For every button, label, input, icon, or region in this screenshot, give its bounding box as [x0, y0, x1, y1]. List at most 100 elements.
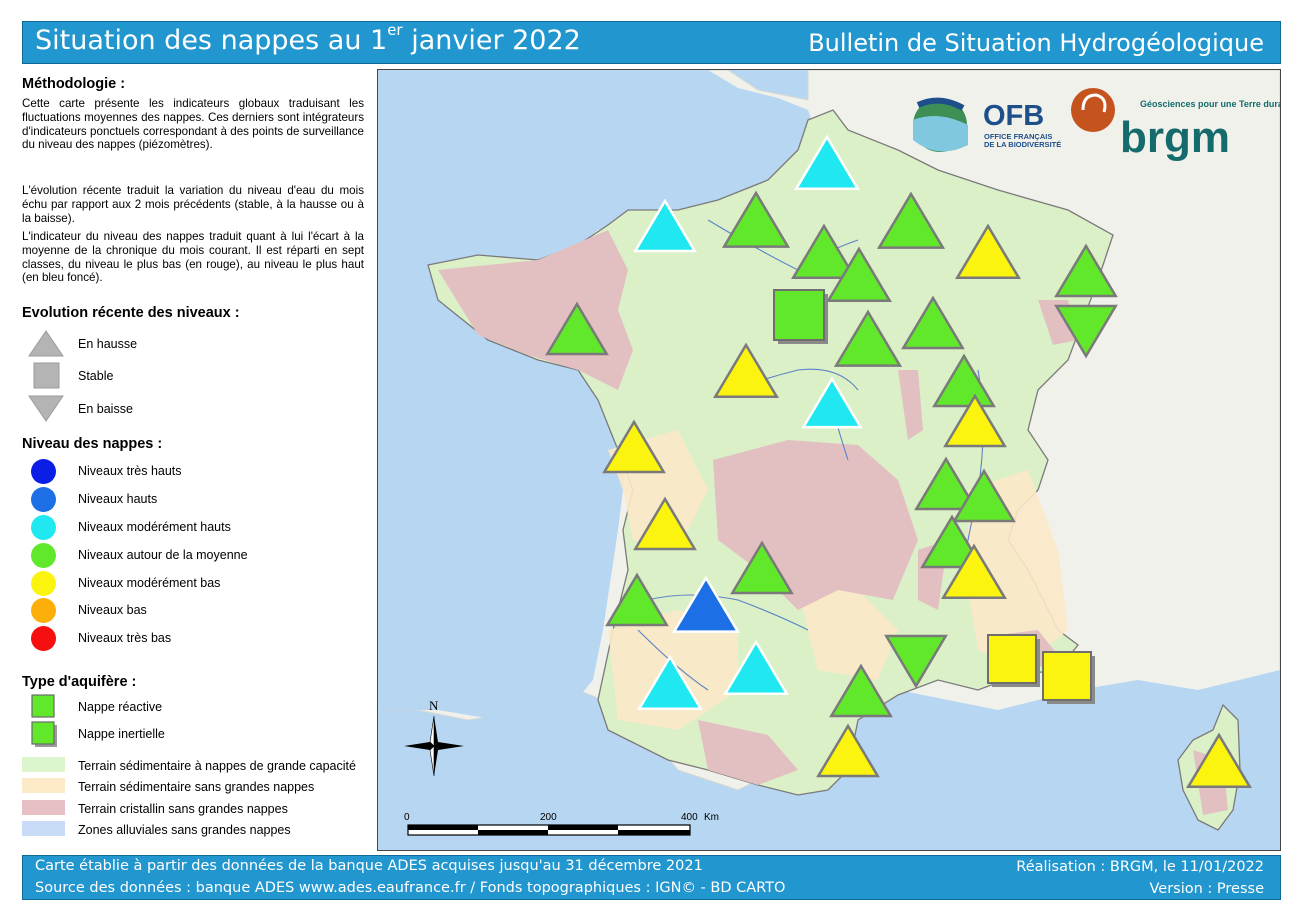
footer-banner: Carte établie à partir des données de la…	[22, 855, 1281, 900]
station-marker-up	[952, 468, 1016, 523]
legend-item-baisse: En baisse	[22, 395, 367, 423]
level-dot-icon	[31, 598, 56, 623]
indicator-markers	[545, 134, 1252, 789]
svg-text:200: 200	[540, 812, 557, 823]
methodology-paragraph-3: L'indicateur du niveau des nappes tradui…	[22, 230, 364, 285]
station-marker-up	[829, 663, 893, 718]
map-panel: OFB OFFICE FRANÇAIS DE LA BIODIVERSITÉ G…	[377, 69, 1281, 851]
station-marker-down	[1054, 304, 1118, 359]
svg-text:OFB: OFB	[983, 100, 1044, 132]
station-marker-up	[1054, 243, 1118, 298]
station-marker-up	[920, 514, 984, 569]
station-marker-up	[801, 376, 863, 429]
station-marker-down	[884, 634, 948, 689]
page-title: Situation des nappes au 1er janvier 2022	[35, 21, 581, 56]
station-marker-up	[671, 575, 741, 633]
legend-item-inertielle: Nappe inertielle	[22, 720, 367, 748]
legend-terrain-sedimentaire-sans: Terrain sédimentaire sans grandes nappes	[22, 773, 367, 801]
legend-terrain-sedimentaire-grande: Terrain sédimentaire à nappes de grande …	[22, 752, 367, 780]
terrain-swatch	[22, 778, 65, 793]
footer-version: Version : Presse	[1149, 881, 1264, 897]
header-banner: Situation des nappes au 1er janvier 2022…	[22, 21, 1281, 64]
legend-item-bas: Niveaux bas	[22, 596, 367, 624]
triangle-down-icon	[28, 395, 64, 422]
footer-realisation: Réalisation : BRGM, le 11/01/2022	[1016, 859, 1264, 875]
station-marker-up	[633, 496, 697, 551]
svg-text:OFFICE FRANÇAIS: OFFICE FRANÇAIS	[984, 132, 1052, 141]
aquifer-title: Type d'aquifère :	[22, 674, 137, 690]
svg-text:brgm: brgm	[1120, 113, 1230, 162]
france-map: OFB OFFICE FRANÇAIS DE LA BIODIVERSITÉ G…	[378, 70, 1280, 850]
station-marker-up	[901, 295, 965, 350]
station-marker-up	[816, 723, 880, 778]
methodology-paragraph-1: Cette carte présente les indicateurs glo…	[22, 97, 364, 152]
channel-sea	[378, 70, 818, 290]
legend-item-hauts: Niveaux hauts	[22, 485, 367, 513]
legend-item-moderement-bas: Niveaux modérément bas	[22, 569, 367, 597]
legend-item-moderement-hauts: Niveaux modérément hauts	[22, 513, 367, 541]
station-marker-up	[932, 353, 996, 408]
level-dot-icon	[31, 515, 56, 540]
inertial-square-icon	[31, 721, 57, 747]
reactive-square-icon	[31, 694, 55, 718]
station-marker-up	[713, 342, 779, 399]
station-marker-up	[876, 191, 946, 249]
terrain-pink	[698, 720, 798, 785]
triangle-up-icon	[28, 330, 64, 357]
terrain-pink	[898, 370, 923, 440]
legend-item-reactive: Nappe réactive	[22, 693, 367, 721]
page-subtitle: Bulletin de Situation Hydrogéologique	[808, 29, 1264, 57]
station-marker-up	[730, 540, 794, 595]
station-marker-up	[791, 223, 857, 280]
svg-text:Géosciences pour une Terre dur: Géosciences pour une Terre durable	[1140, 99, 1280, 109]
legend-item-moyenne: Niveaux autour de la moyenne	[22, 541, 367, 569]
legend-terrain-cristallin: Terrain cristallin sans grandes nappes	[22, 795, 367, 823]
station-marker-up	[943, 393, 1007, 448]
level-dot-icon	[31, 459, 56, 484]
svg-text:0: 0	[404, 812, 410, 823]
station-marker-up	[545, 301, 609, 356]
svg-text:Km: Km	[704, 812, 719, 823]
levels-title: Niveau des nappes :	[22, 436, 163, 452]
terrain-beige	[798, 590, 898, 680]
ofb-logo: OFB OFFICE FRANÇAIS DE LA BIODIVERSITÉ	[913, 97, 1061, 152]
methodology-title: Méthodologie :	[22, 76, 126, 92]
station-marker-up	[602, 419, 666, 474]
station-marker-up	[955, 223, 1021, 280]
methodology-paragraph-2: L'évolution récente traduit la variation…	[22, 184, 364, 225]
legend-item-tres-hauts: Niveaux très hauts	[22, 457, 367, 485]
station-marker-up	[723, 639, 789, 696]
station-marker-square	[1042, 651, 1095, 704]
station-marker-up	[1186, 732, 1252, 789]
north-arrow-icon: N	[404, 698, 464, 777]
evolution-title: Evolution récente des niveaux :	[22, 305, 240, 321]
station-marker-up	[833, 309, 903, 367]
station-marker-square	[987, 634, 1040, 687]
station-marker-up	[914, 456, 978, 511]
brgm-logo: Géosciences pour une Terre durable brgm	[1071, 88, 1280, 162]
legend-item-tres-bas: Niveaux très bas	[22, 624, 367, 652]
svg-text:DE LA BIODIVERSITÉ: DE LA BIODIVERSITÉ	[984, 140, 1061, 149]
legend-item-hausse: En hausse	[22, 330, 367, 358]
mediterranean-sea	[808, 670, 1280, 850]
station-marker-up	[941, 543, 1007, 600]
level-dot-icon	[31, 626, 56, 651]
station-marker-up	[826, 246, 892, 303]
station-marker-up	[637, 654, 703, 711]
station-marker-up	[605, 572, 669, 627]
legend-item-stable: Stable	[22, 362, 367, 390]
terrain-swatch	[22, 821, 65, 836]
station-marker-up	[721, 190, 791, 248]
terrain-swatch	[22, 800, 65, 815]
terrain-swatch	[22, 757, 65, 772]
legend-zones-alluviales: Zones alluviales sans grandes nappes	[22, 816, 367, 844]
level-dot-icon	[31, 571, 56, 596]
svg-text:400: 400	[681, 812, 698, 823]
level-dot-icon	[31, 543, 56, 568]
scale-bar: 0 200 400 Km	[404, 812, 719, 836]
footer-source-note: Carte établie à partir des données de la…	[35, 858, 703, 874]
level-dot-icon	[31, 487, 56, 512]
station-marker-up	[633, 198, 697, 253]
station-marker-square	[773, 289, 828, 344]
station-marker-up	[794, 134, 860, 191]
